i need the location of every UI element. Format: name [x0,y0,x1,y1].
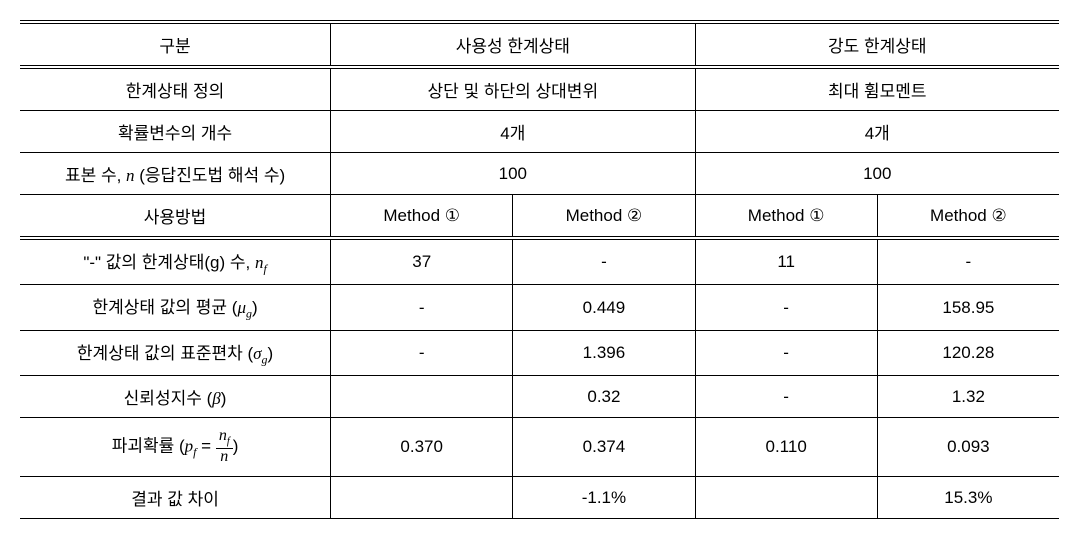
nsamples-var: n [126,166,135,185]
method1-str: Method ① [695,195,877,239]
nvars-serv: 4개 [331,111,695,153]
diff-serv-m1 [331,477,513,519]
table-row: 사용방법 Method ① Method ② Method ① Method ② [20,195,1059,239]
table-row: 한계상태 값의 표준편차 (σg) - 1.396 - 120.28 [20,330,1059,375]
pf-num-sub: f [227,436,230,447]
method2-serv: Method ② [513,195,695,239]
pf-serv-m1: 0.370 [331,418,513,477]
beta-serv-m2: 0.32 [513,376,695,418]
table-row: "-" 값의 한계상태(g) 수, nf 37 - 11 - [20,238,1059,285]
header-strength: 강도 한계상태 [695,22,1059,67]
pf-den: n [216,449,233,466]
table-row: 구분 사용성 한계상태 강도 한계상태 [20,22,1059,67]
diff-serv-m2: -1.1% [513,477,695,519]
sigma-str-m1: - [695,330,877,375]
beta-label-post: ) [221,389,227,408]
nsamples-label: 표본 수, n (응답진도법 해석 수) [20,153,331,195]
pf-fraction: nfn [216,428,233,466]
diff-str-m1 [695,477,877,519]
beta-str-m2: 1.32 [877,376,1059,418]
beta-label-pre: 신뢰성지수 ( [124,389,213,408]
nvars-str: 4개 [695,111,1059,153]
beta-str-m1: - [695,376,877,418]
nf-label: "-" 값의 한계상태(g) 수, nf [20,238,331,285]
beta-var: β [212,389,220,408]
sigma-var: σ [253,344,261,363]
sigma-label-pre: 한계상태 값의 표준편차 ( [77,344,253,363]
nf-str-m2: - [877,238,1059,285]
mu-label: 한계상태 값의 평균 (μg) [20,285,331,330]
definition-label: 한계상태 정의 [20,67,331,111]
header-serviceability: 사용성 한계상태 [331,22,695,67]
method1-serv: Method ① [331,195,513,239]
nf-str-m1: 11 [695,238,877,285]
nsamples-str: 100 [695,153,1059,195]
nsamples-serv: 100 [331,153,695,195]
nf-sub: f [263,261,266,275]
nsamples-label-pre: 표본 수, [65,166,126,185]
pf-str-m1: 0.110 [695,418,877,477]
sigma-label-post: ) [268,344,274,363]
mu-serv-m1: - [331,285,513,330]
definition-serv: 상단 및 하단의 상대변위 [331,67,695,111]
mu-label-post: ) [252,298,258,317]
table-row: 확률변수의 개수 4개 4개 [20,111,1059,153]
sigma-label: 한계상태 값의 표준편차 (σg) [20,330,331,375]
table-row: 결과 값 차이 -1.1% 15.3% [20,477,1059,519]
pf-label-post: ) [233,437,239,456]
mu-str-m1: - [695,285,877,330]
diff-label: 결과 값 차이 [20,477,331,519]
pf-var: p [185,437,194,456]
mu-var: μ [237,298,246,317]
nf-label-pre: "-" 값의 한계상태(g) 수, [83,253,255,272]
limit-state-table: 구분 사용성 한계상태 강도 한계상태 한계상태 정의 상단 및 하단의 상대변… [20,20,1059,519]
table-row: 한계상태 정의 상단 및 하단의 상대변위 최대 휨모멘트 [20,67,1059,111]
pf-str-m2: 0.093 [877,418,1059,477]
nf-serv-m1: 37 [331,238,513,285]
beta-serv-m1 [331,376,513,418]
pf-num-var: n [219,427,227,444]
nvars-label: 확률변수의 개수 [20,111,331,153]
mu-label-pre: 한계상태 값의 평균 ( [92,298,237,317]
diff-str-m2: 15.3% [877,477,1059,519]
sigma-serv-m1: - [331,330,513,375]
table-row: 신뢰성지수 (β) 0.32 - 1.32 [20,376,1059,418]
mu-serv-m2: 0.449 [513,285,695,330]
sigma-serv-m2: 1.396 [513,330,695,375]
method2-str: Method ② [877,195,1059,239]
header-category: 구분 [20,22,331,67]
table-row: 표본 수, n (응답진도법 해석 수) 100 100 [20,153,1059,195]
sigma-str-m2: 120.28 [877,330,1059,375]
nf-serv-m2: - [513,238,695,285]
pf-label: 파괴확률 (p f = nfn) [20,418,331,477]
pf-eq: = [196,437,215,456]
pf-label-pre: 파괴확률 ( [112,437,185,456]
definition-str: 최대 휨모멘트 [695,67,1059,111]
beta-label: 신뢰성지수 (β) [20,376,331,418]
method-label: 사용방법 [20,195,331,239]
table-row: 파괴확률 (p f = nfn) 0.370 0.374 0.110 0.093 [20,418,1059,477]
nsamples-label-post: (응답진도법 해석 수) [135,166,286,185]
table-row: 한계상태 값의 평균 (μg) - 0.449 - 158.95 [20,285,1059,330]
pf-serv-m2: 0.374 [513,418,695,477]
mu-str-m2: 158.95 [877,285,1059,330]
